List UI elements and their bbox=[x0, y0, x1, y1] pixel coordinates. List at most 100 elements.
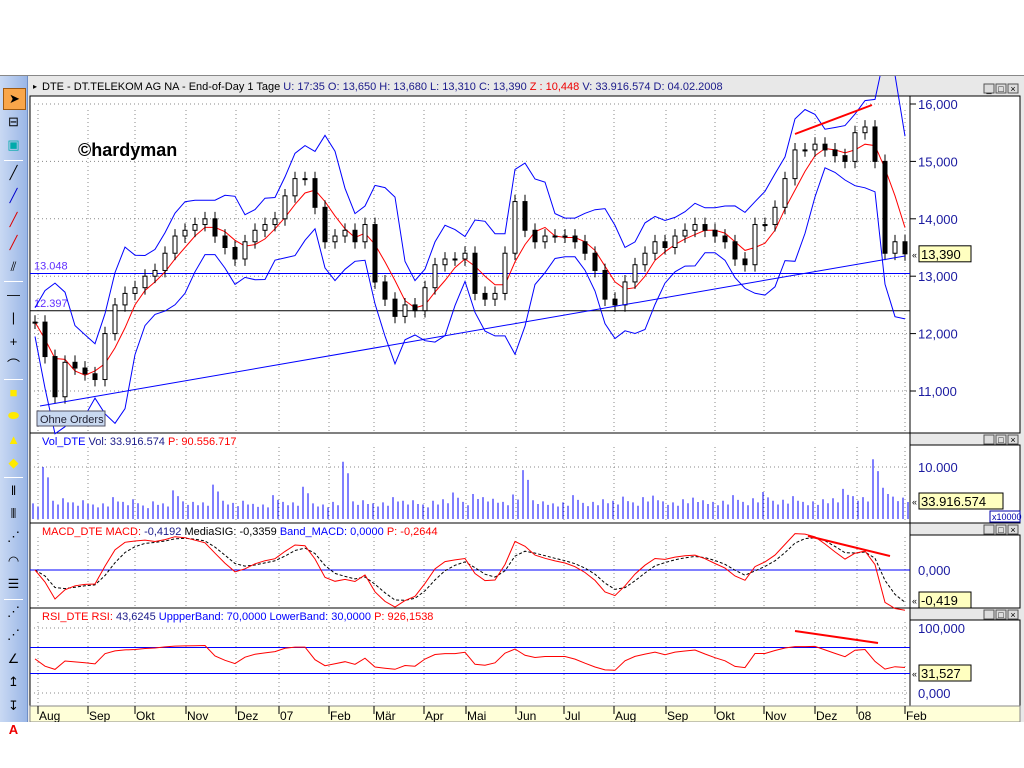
time-label-Sep: Sep bbox=[89, 709, 111, 722]
price-candle bbox=[712, 229, 718, 237]
minimize-button[interactable] bbox=[983, 83, 995, 94]
time-label-Mär: Mär bbox=[375, 709, 396, 722]
price-divergence-line[interactable] bbox=[794, 104, 873, 135]
parallel-lines-icon[interactable]: ⫽ bbox=[10, 258, 17, 274]
chart-canvas[interactable]: _ □ × _ □ × _ □ × _ □ × Aug Sep Okt Nov Dez 07 Feb Mär Apr Ma… bbox=[0, 76, 1024, 722]
price-candle bbox=[202, 218, 208, 226]
maximize-icon: □ bbox=[998, 610, 1004, 620]
line-red-blue-icon[interactable]: ╱ bbox=[9, 235, 18, 250]
price-candle bbox=[172, 235, 178, 254]
price-axis bbox=[909, 95, 1021, 434]
volume-header-part: P: 90.556.717 bbox=[168, 436, 237, 448]
vertical-line-icon[interactable]: | bbox=[11, 310, 16, 325]
price-candle bbox=[452, 258, 458, 261]
close-button[interactable] bbox=[1007, 83, 1019, 94]
price-candle bbox=[122, 292, 128, 306]
macd-header-part: MediaSIG: -0,3359 bbox=[184, 526, 279, 538]
price-candle bbox=[42, 321, 48, 358]
price-candle bbox=[252, 229, 258, 243]
macd-tick-label: 0,000 bbox=[918, 563, 951, 578]
rectangle-select-icon[interactable]: ▣ bbox=[7, 137, 20, 152]
minimize-button[interactable] bbox=[983, 524, 995, 535]
price-candle bbox=[642, 252, 648, 266]
ellipse-icon[interactable]: ⬬ bbox=[7, 407, 20, 423]
maximize-button[interactable] bbox=[995, 434, 1007, 445]
time-axis[interactable] bbox=[29, 705, 1021, 722]
close-button[interactable] bbox=[1007, 609, 1019, 620]
rsi-tick-label: 100,000 bbox=[918, 621, 965, 636]
price-candle bbox=[272, 218, 278, 226]
time-label-Okt: Okt bbox=[716, 709, 735, 722]
macd-divergence-line[interactable] bbox=[807, 535, 891, 557]
curve-icon[interactable]: ⌒ bbox=[6, 358, 20, 373]
header-expand-icon[interactable]: ▸ bbox=[33, 82, 37, 91]
price-candle bbox=[372, 224, 378, 283]
price-candle bbox=[752, 224, 758, 266]
maximize-button[interactable] bbox=[995, 609, 1007, 620]
time-label-Nov: Nov bbox=[765, 709, 786, 722]
last-value-arrow-icon: « bbox=[912, 596, 917, 606]
maximize-button[interactable] bbox=[995, 524, 1007, 535]
price-candle bbox=[672, 235, 678, 249]
line-blue-icon[interactable]: ╱ bbox=[9, 188, 18, 203]
price-candle bbox=[262, 224, 268, 231]
cycle-lines-icon[interactable]: ‖ bbox=[10, 482, 17, 498]
orders-label: Ohne Orders bbox=[40, 414, 104, 426]
support-trendline[interactable] bbox=[39, 255, 906, 407]
line-icon[interactable]: ╱ bbox=[9, 164, 18, 180]
price-candle bbox=[352, 229, 358, 243]
fibonacci-icon[interactable]: ⦀ bbox=[10, 505, 17, 521]
price-candle bbox=[212, 218, 218, 237]
level-label: 12.397 bbox=[34, 298, 68, 310]
close-button[interactable] bbox=[1007, 434, 1019, 445]
time-label-07: 07 bbox=[280, 709, 294, 722]
time-label-Mai: Mai bbox=[467, 709, 486, 722]
trend-dots-2-icon[interactable]: ⋰ bbox=[7, 627, 20, 642]
level-label: 13.048 bbox=[34, 260, 68, 272]
price-header-part: L: 13,310 bbox=[430, 81, 479, 93]
rsi-header-part: P: 926,1538 bbox=[374, 611, 433, 623]
time-label-Aug: Aug bbox=[39, 709, 60, 722]
price-candle bbox=[572, 235, 578, 243]
pointer-icon[interactable]: ➤ bbox=[3, 88, 26, 110]
minimize-icon: _ bbox=[985, 610, 992, 620]
time-label-Apr: Apr bbox=[425, 709, 444, 722]
trend-dots-icon[interactable]: ⋰ bbox=[7, 603, 20, 619]
line-red-icon[interactable]: ╱ bbox=[9, 211, 18, 227]
maximize-button[interactable] bbox=[995, 83, 1007, 94]
regression-channel-icon[interactable]: ☰ bbox=[7, 576, 20, 591]
rsi-divergence-line[interactable] bbox=[794, 630, 879, 644]
ruler-icon[interactable]: ⊟ bbox=[8, 113, 19, 129]
close-icon: × bbox=[1010, 525, 1015, 535]
price-tick-label: 16,000 bbox=[918, 97, 958, 112]
price-candle bbox=[282, 195, 288, 220]
price-pane[interactable] bbox=[29, 95, 911, 434]
price-candle bbox=[82, 367, 88, 375]
drawing-toolbar: ➤ ⊟ ▣ ╱ ╱ ╱ ╱ ⫽ — | + ⌒ ■ ⬬ ▲ ◆ ‖ ⦀ ⋰ ◠ ☰ ⋰ ⋰ ∠ ↥ ↧ A bbox=[0, 76, 28, 737]
gann-fan-icon[interactable]: ⋰ bbox=[7, 529, 20, 544]
triangle-icon[interactable]: ▲ bbox=[7, 431, 20, 447]
buy-arrow-icon[interactable]: ↥ bbox=[8, 674, 19, 689]
minimize-button[interactable] bbox=[983, 434, 995, 445]
angle-icon[interactable]: ∠ bbox=[7, 650, 20, 666]
diamond-icon[interactable]: ◆ bbox=[8, 454, 19, 470]
price-candle bbox=[742, 258, 748, 266]
price-candle bbox=[92, 373, 98, 381]
macd-header-part: Band_MACD: 0,0000 bbox=[280, 526, 387, 538]
arcs-icon[interactable]: ◠ bbox=[7, 552, 20, 568]
orders-button[interactable] bbox=[36, 410, 106, 427]
square-icon[interactable]: ■ bbox=[9, 384, 18, 400]
price-candle bbox=[902, 241, 908, 255]
price-candle bbox=[312, 178, 318, 208]
close-button[interactable] bbox=[1007, 524, 1019, 535]
sell-arrow-icon[interactable]: ↧ bbox=[8, 697, 19, 713]
crosshair-icon[interactable]: + bbox=[9, 333, 18, 349]
rsi-header-part: LowerBand: 30,0000 bbox=[270, 611, 375, 623]
text-icon[interactable]: A bbox=[8, 721, 19, 737]
volume-header: Vol_DTE Vol: 33.916.574 P: 90.556.717 bbox=[42, 436, 237, 448]
minimize-icon: _ bbox=[985, 435, 992, 445]
horizontal-line-icon[interactable]: — bbox=[7, 286, 20, 302]
minimize-button[interactable] bbox=[983, 609, 995, 620]
volume-header-part: Vol_DTE bbox=[42, 436, 88, 448]
time-label-Nov: Nov bbox=[187, 709, 208, 722]
